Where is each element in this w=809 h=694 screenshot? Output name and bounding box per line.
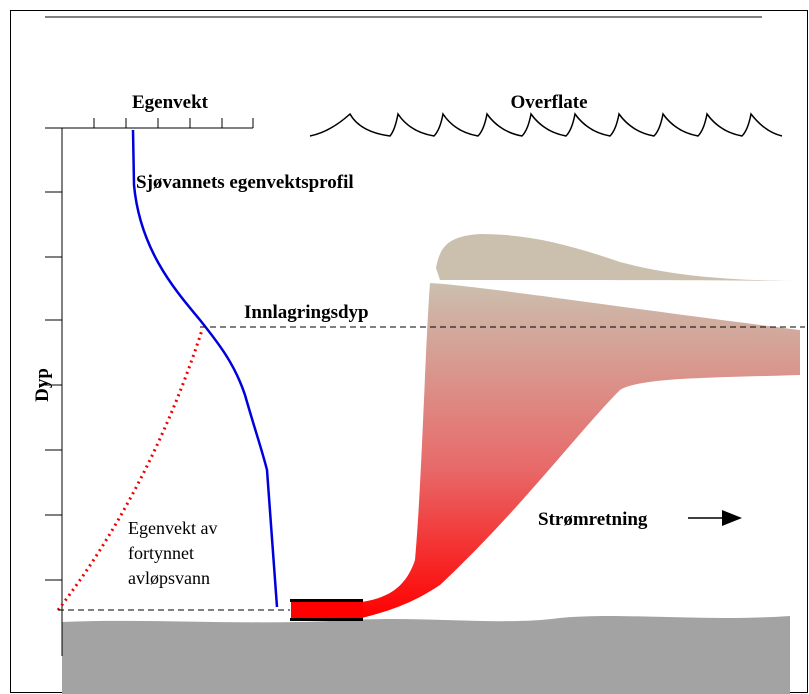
profile-label: Sjøvannets egenvektsprofil xyxy=(136,172,354,193)
depth-label: Dyp xyxy=(32,368,53,402)
plume-body xyxy=(362,283,800,618)
diluted-profile xyxy=(56,329,204,611)
flow-label: Strømretning xyxy=(538,509,648,530)
plume-top xyxy=(436,234,792,281)
waves xyxy=(309,112,783,137)
diffuser xyxy=(291,601,363,619)
axis-ticks xyxy=(45,118,254,581)
seabed xyxy=(62,616,790,694)
diluted-label: avløpsvann xyxy=(128,568,210,588)
trapping-label: Innlagringsdyp xyxy=(244,302,369,323)
surface-label: Overflate xyxy=(510,92,587,113)
flow-arrowhead xyxy=(722,510,742,526)
diluted-label: Egenvekt av xyxy=(128,518,217,538)
diluted-label: fortynnet xyxy=(128,543,194,563)
density-label: Egenvekt xyxy=(132,92,209,113)
seawater-profile xyxy=(131,129,279,608)
